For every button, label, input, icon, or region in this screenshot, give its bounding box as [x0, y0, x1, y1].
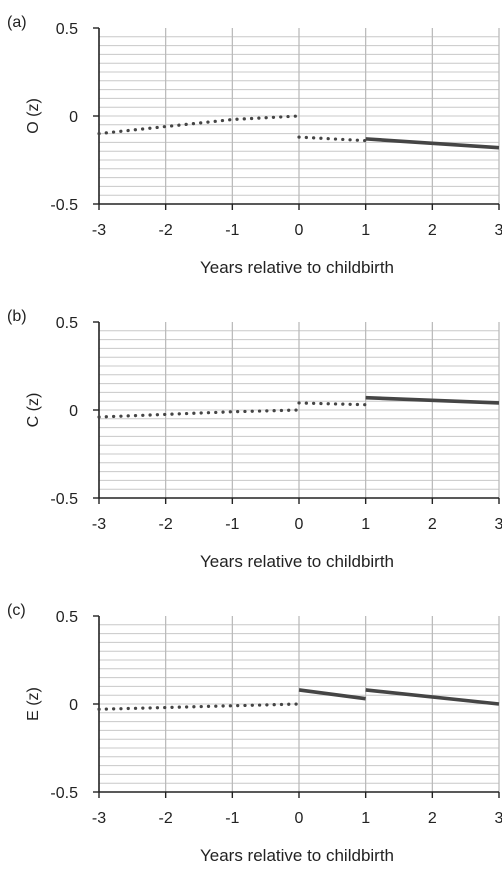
x-tick-label: 2 [428, 810, 437, 827]
y-axis-label: C (z) [25, 393, 42, 428]
x-tick-label: 0 [295, 810, 304, 827]
x-tick-label: -2 [159, 222, 173, 239]
series-line-dotted-1 [97, 702, 301, 711]
x-tick-label: 1 [361, 810, 370, 827]
x-tick-label: 0 [295, 516, 304, 533]
x-tick-label: -3 [92, 516, 106, 533]
x-tick-label: -2 [159, 516, 173, 533]
panel-label: (c) [7, 602, 26, 619]
series-line-dotted-1 [97, 408, 301, 419]
y-tick-label: 0 [69, 109, 78, 126]
series-line-dotted-2 [297, 401, 368, 407]
x-tick-label: -1 [225, 810, 239, 827]
y-axis-label: E (z) [25, 687, 42, 721]
y-tick-label: 0.5 [56, 609, 78, 626]
x-tick-label: 3 [495, 222, 502, 239]
chart-panel-3: 0.5 0 -0.5 -3 -2 -1 0 1 2 3 (c) E (z) Years relative… [7, 602, 502, 865]
y-tick-label: 0.5 [56, 315, 78, 332]
x-tick-label: 2 [428, 222, 437, 239]
x-tick-label: 1 [361, 222, 370, 239]
series-line-solid-3 [365, 688, 500, 706]
x-tick-label: 3 [495, 516, 502, 533]
y-tick-label: -0.5 [50, 785, 78, 802]
series-line-solid-3 [365, 137, 500, 150]
x-axis-label: Years relative to childbirth [200, 258, 394, 277]
x-tick-label: -2 [159, 810, 173, 827]
x-tick-label: -1 [225, 222, 239, 239]
x-tick-label: -3 [92, 810, 106, 827]
x-tick-label: 0 [295, 222, 304, 239]
x-axis-label: Years relative to childbirth [200, 846, 394, 865]
x-tick-label: 2 [428, 516, 437, 533]
x-tick-label: -3 [92, 222, 106, 239]
chart-panel-1: 0.5 0 -0.5 -3 -2 -1 0 1 2 3 (a) O (z) Years relative… [7, 14, 502, 277]
series-line-dotted-1 [97, 114, 301, 136]
y-tick-label: 0 [69, 697, 78, 714]
chart-panel-2: 0.5 0 -0.5 -3 -2 -1 0 1 2 3 (b) C (z) Years relative… [7, 308, 502, 571]
series-line-solid-3 [365, 395, 500, 405]
y-tick-label: -0.5 [50, 197, 78, 214]
series-line-dotted-2 [297, 135, 368, 143]
x-tick-label: 3 [495, 810, 502, 827]
x-tick-label: -1 [225, 516, 239, 533]
y-tick-label: -0.5 [50, 491, 78, 508]
x-tick-label: 1 [361, 516, 370, 533]
y-tick-label: 0 [69, 403, 78, 420]
panel-label: (b) [7, 308, 27, 325]
x-axis-label: Years relative to childbirth [200, 552, 394, 571]
y-axis-label: O (z) [25, 98, 42, 134]
panel-label: (a) [7, 14, 27, 31]
series-line-solid-2 [298, 688, 366, 701]
y-tick-label: 0.5 [56, 21, 78, 38]
